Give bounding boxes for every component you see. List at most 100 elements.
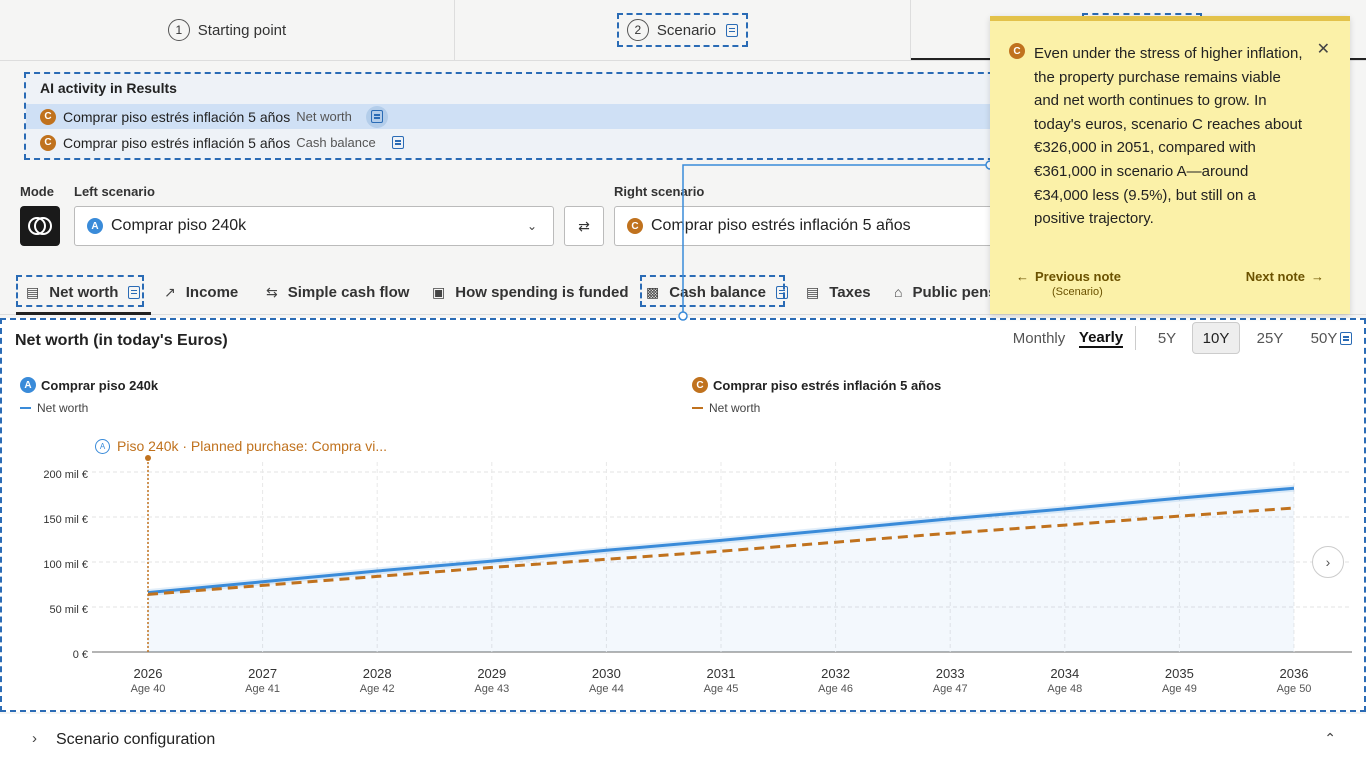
scenario-a-badge: A	[87, 218, 103, 234]
net-worth-chart	[92, 455, 1352, 653]
receipt-icon: ▤	[806, 283, 820, 300]
footer-label: Scenario configuration	[56, 731, 216, 748]
tab-label: Taxes	[829, 283, 871, 301]
scenario-configuration-toggle[interactable]: › Scenario configuration ⌃	[0, 714, 1366, 768]
range-10y-button[interactable]: 10Y	[1192, 322, 1240, 354]
x-tick-age: Age 40	[130, 683, 166, 695]
step-number: 1	[167, 19, 190, 41]
tab-cash-balance[interactable]: ▩ Cash balance	[646, 272, 788, 312]
tab-public-pension[interactable]: ⌂ Public pens	[894, 272, 997, 312]
y-tick-label: 0 €	[72, 649, 88, 661]
ai-activity-item[interactable]: C Comprar piso estrés inflación 5 años C…	[26, 130, 1026, 155]
note-icon[interactable]	[365, 105, 388, 128]
legend-swatch	[20, 407, 31, 409]
legend-scenario-name: Comprar piso estrés inflación 5 años	[713, 377, 942, 393]
tab-taxes[interactable]: ▤ Taxes	[806, 272, 871, 312]
tab-net-worth[interactable]: ▤ Net worth	[26, 272, 141, 312]
range-label: 25Y	[1256, 329, 1284, 347]
legend-series-a[interactable]: Net worth	[20, 401, 88, 415]
mode-toggle-button[interactable]	[20, 206, 60, 246]
chevron-right-icon: ›	[32, 730, 37, 747]
yearly-toggle[interactable]: Yearly	[1074, 322, 1128, 354]
legend-swatch	[692, 407, 703, 409]
chart-panel	[0, 318, 1366, 712]
yearly-label: Yearly	[1078, 328, 1124, 348]
x-tick-age: Age 50	[1276, 683, 1312, 695]
tab-income[interactable]: ↗ Income	[164, 272, 238, 312]
arrows-icon: ⇆	[266, 283, 278, 300]
tab-label: Public pens	[912, 283, 997, 301]
tab-how-spending-is-funded[interactable]: ▣ How spending is funded	[432, 272, 629, 312]
ai-activity-item[interactable]: C Comprar piso estrés inflación 5 años N…	[26, 104, 1026, 129]
note-icon[interactable]	[775, 285, 788, 299]
x-tick-year: 2029	[477, 666, 507, 681]
note-icon[interactable]	[128, 285, 141, 299]
note-icon[interactable]	[726, 23, 739, 37]
bank-icon: ⌂	[894, 284, 903, 300]
range-label: 50Y	[1310, 329, 1338, 347]
event-marker-dot	[145, 455, 151, 461]
left-scenario-label: Left scenario	[74, 184, 155, 199]
x-tick-year: 2026	[133, 666, 163, 681]
swap-icon: ⇄	[578, 217, 590, 234]
range-50y-button[interactable]: 50Y	[1302, 322, 1346, 354]
close-icon[interactable]: ✕	[1316, 41, 1330, 58]
tab-simple-cash-flow[interactable]: ⇆ Simple cash flow	[266, 272, 409, 312]
x-tick-label: 2035 Age 49	[1144, 666, 1214, 695]
note-icon[interactable]	[391, 136, 404, 149]
series-a-area	[148, 488, 1294, 652]
x-tick-age: Age 48	[1047, 683, 1083, 695]
scenario-c-badge: C	[40, 134, 56, 151]
x-tick-label: 2030 Age 44	[571, 666, 641, 695]
step-scenario[interactable]: 2 Scenario	[455, 0, 911, 60]
toggle-divider	[1135, 326, 1136, 350]
legend-scenario-c: C Comprar piso estrés inflación 5 años	[692, 377, 941, 393]
x-tick-age: Age 45	[703, 683, 739, 695]
chevron-up-icon: ⌃	[1324, 730, 1336, 746]
scenario-a-badge: A	[20, 377, 36, 393]
note-icon[interactable]	[1340, 332, 1352, 345]
overlap-circles-icon	[28, 217, 52, 235]
x-tick-year: 2035	[1164, 666, 1194, 681]
chevron-down-icon: ⌄	[526, 219, 537, 233]
legend-scenario-name: Comprar piso 240k	[41, 377, 159, 393]
step-starting-point[interactable]: 1 Starting point	[0, 0, 455, 60]
right-scenario-select[interactable]: C Comprar piso estrés inflación 5 años	[614, 206, 1004, 246]
left-scenario-select[interactable]: A Comprar piso 240k ⌄	[74, 206, 554, 246]
swap-scenarios-button[interactable]: ⇄	[564, 206, 604, 246]
legend-series-c[interactable]: Net worth	[692, 401, 760, 415]
step-label: Starting point	[197, 21, 287, 39]
cash-icon: ▩	[646, 283, 660, 300]
monthly-toggle[interactable]: Monthly	[1006, 322, 1072, 354]
trend-icon: ↗	[164, 283, 176, 300]
previous-note-button[interactable]: ← Previous note (Scenario)	[1016, 269, 1121, 298]
tab-label: Net worth	[49, 283, 119, 301]
x-tick-age: Age 47	[932, 683, 968, 695]
next-note-button[interactable]: Next note →	[1246, 269, 1324, 284]
ai-activity-title: AI activity in Results	[40, 80, 177, 96]
range-5y-button[interactable]: 5Y	[1146, 322, 1188, 354]
x-tick-label: 2027 Age 41	[228, 666, 298, 695]
range-25y-button[interactable]: 25Y	[1248, 322, 1292, 354]
x-tick-year: 2033	[935, 666, 965, 681]
ai-item-metric: Cash balance	[296, 135, 376, 150]
scenario-a-mini-badge: A	[95, 438, 110, 454]
chart-title: Net worth (in today's Euros)	[15, 332, 228, 349]
previous-note-label: Previous note	[1035, 269, 1121, 284]
tab-label: How spending is funded	[455, 283, 629, 301]
ai-item-metric: Net worth	[296, 109, 352, 124]
x-tick-label: 2034 Age 48	[1030, 666, 1100, 695]
legend-scenario-a: A Comprar piso 240k	[20, 377, 158, 393]
x-tick-year: 2028	[362, 666, 392, 681]
note-text: Even under the stress of higher inflatio…	[1034, 45, 1303, 228]
left-scenario-value: Comprar piso 240k	[111, 217, 247, 234]
x-tick-label: 2036 Age 50	[1259, 666, 1329, 695]
x-tick-age: Age 43	[474, 683, 510, 695]
x-tick-label: 2029 Age 43	[457, 666, 527, 695]
legend-series-label: Net worth	[709, 401, 761, 415]
y-tick-label: 150 mil €	[43, 514, 88, 526]
x-tick-year: 2034	[1050, 666, 1080, 681]
chart-next-button[interactable]: ›	[1312, 546, 1344, 578]
event-marker-label[interactable]: A Piso 240k · Planned purchase: Compra v…	[95, 438, 387, 454]
tab-net-worth-underline	[16, 312, 151, 315]
